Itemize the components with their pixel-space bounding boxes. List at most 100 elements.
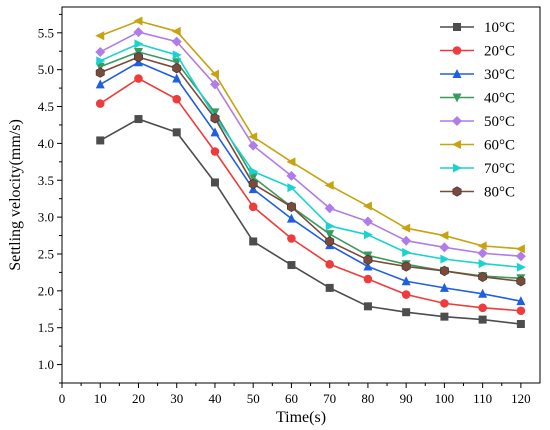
data-point <box>287 183 297 193</box>
data-point <box>363 274 373 284</box>
data-point <box>210 113 220 124</box>
legend-item: 40°C <box>440 91 515 107</box>
data-point <box>210 127 220 137</box>
data-point <box>172 63 182 74</box>
data-point <box>478 271 488 282</box>
x-axis-title: Time(s) <box>276 409 326 426</box>
data-point <box>363 230 373 240</box>
data-point <box>134 39 144 49</box>
data-point <box>363 254 373 266</box>
data-point <box>477 248 488 259</box>
series-2 <box>95 74 526 316</box>
data-point <box>515 244 525 254</box>
data-point <box>95 31 105 41</box>
data-point <box>286 170 297 181</box>
data-point <box>325 230 335 240</box>
data-point <box>440 254 450 264</box>
series-line <box>99 31 521 257</box>
data-point <box>516 296 526 306</box>
data-point <box>172 94 182 104</box>
data-point <box>516 276 526 287</box>
legend-marker <box>452 116 462 126</box>
y-tick-label: 5.0 <box>38 62 54 77</box>
legend-label: 70°C <box>484 161 515 177</box>
series-1 <box>96 115 525 329</box>
y-tick-label: 1.0 <box>38 357 54 372</box>
legend-label: 40°C <box>484 91 515 107</box>
data-point <box>362 216 373 227</box>
data-point <box>478 259 488 269</box>
x-tick-label: 40 <box>208 391 221 406</box>
x-tick-label: 110 <box>473 391 492 406</box>
data-point <box>133 16 143 26</box>
series-line <box>99 77 521 312</box>
x-tick-label: 80 <box>361 391 374 406</box>
data-point <box>171 36 182 47</box>
data-point <box>286 201 296 212</box>
legend-item: 70°C <box>440 161 515 177</box>
data-point <box>95 79 105 89</box>
legend-marker <box>453 163 462 173</box>
data-point <box>324 180 334 190</box>
data-point <box>439 265 449 277</box>
data-point <box>96 56 106 66</box>
axes-layer: 0 10 20 30 40 50 60 70 80 90 100 110 120 1.0 1.5 2.0 2.5… <box>38 6 541 406</box>
data-point <box>402 308 411 317</box>
data-point <box>287 261 296 270</box>
data-point <box>439 282 449 292</box>
data-point <box>325 236 335 247</box>
data-point <box>171 26 181 36</box>
data-point <box>478 315 487 324</box>
data-point <box>172 50 182 60</box>
data-point <box>95 62 105 72</box>
data-point <box>286 213 296 223</box>
data-point <box>440 312 449 321</box>
y-tick-label: 5.5 <box>38 25 54 40</box>
data-point <box>401 235 412 246</box>
legend-item: 20°C <box>440 44 515 60</box>
legend-marker <box>452 93 462 103</box>
legend-marker <box>452 69 462 78</box>
data-point <box>95 46 106 57</box>
plot-frame <box>61 6 541 384</box>
data-point <box>248 178 258 190</box>
data-point <box>209 69 219 79</box>
data-point <box>248 202 258 212</box>
legend-label: 50°C <box>484 114 515 130</box>
data-point <box>401 223 411 233</box>
data-point <box>325 260 334 269</box>
data-point <box>401 290 411 299</box>
legend-item: 50°C <box>440 114 515 130</box>
series-line <box>99 20 521 250</box>
legend-label: 20°C <box>484 44 515 60</box>
data-point <box>210 178 219 187</box>
y-tick-label: 4.0 <box>38 136 54 151</box>
data-point <box>172 73 182 83</box>
series-line <box>99 43 521 269</box>
x-tick-label: 60 <box>285 391 298 406</box>
data-point <box>210 108 220 118</box>
x-tick-label: 90 <box>400 391 413 406</box>
y-tick-label: 2.0 <box>38 283 54 298</box>
series-4 <box>95 47 526 284</box>
data-point <box>95 99 105 108</box>
data-point <box>134 51 143 63</box>
data-point <box>172 128 181 137</box>
data-point <box>402 248 412 258</box>
legend-label: 30°C <box>484 67 515 83</box>
data-point <box>248 132 258 142</box>
data-point <box>134 115 143 124</box>
x-tick-label: 100 <box>435 391 455 406</box>
series-8 <box>95 51 526 287</box>
data-point <box>515 251 526 262</box>
legend-item: 60°C <box>440 138 515 154</box>
series-6 <box>95 16 525 254</box>
series-line <box>99 61 522 302</box>
y-tick-label: 4.5 <box>38 99 54 114</box>
data-point <box>324 203 335 214</box>
legend-item: 30°C <box>440 67 515 83</box>
legend-label: 10°C <box>484 20 515 36</box>
data-point <box>362 201 372 211</box>
data-point <box>516 262 526 272</box>
data-point <box>401 276 411 286</box>
